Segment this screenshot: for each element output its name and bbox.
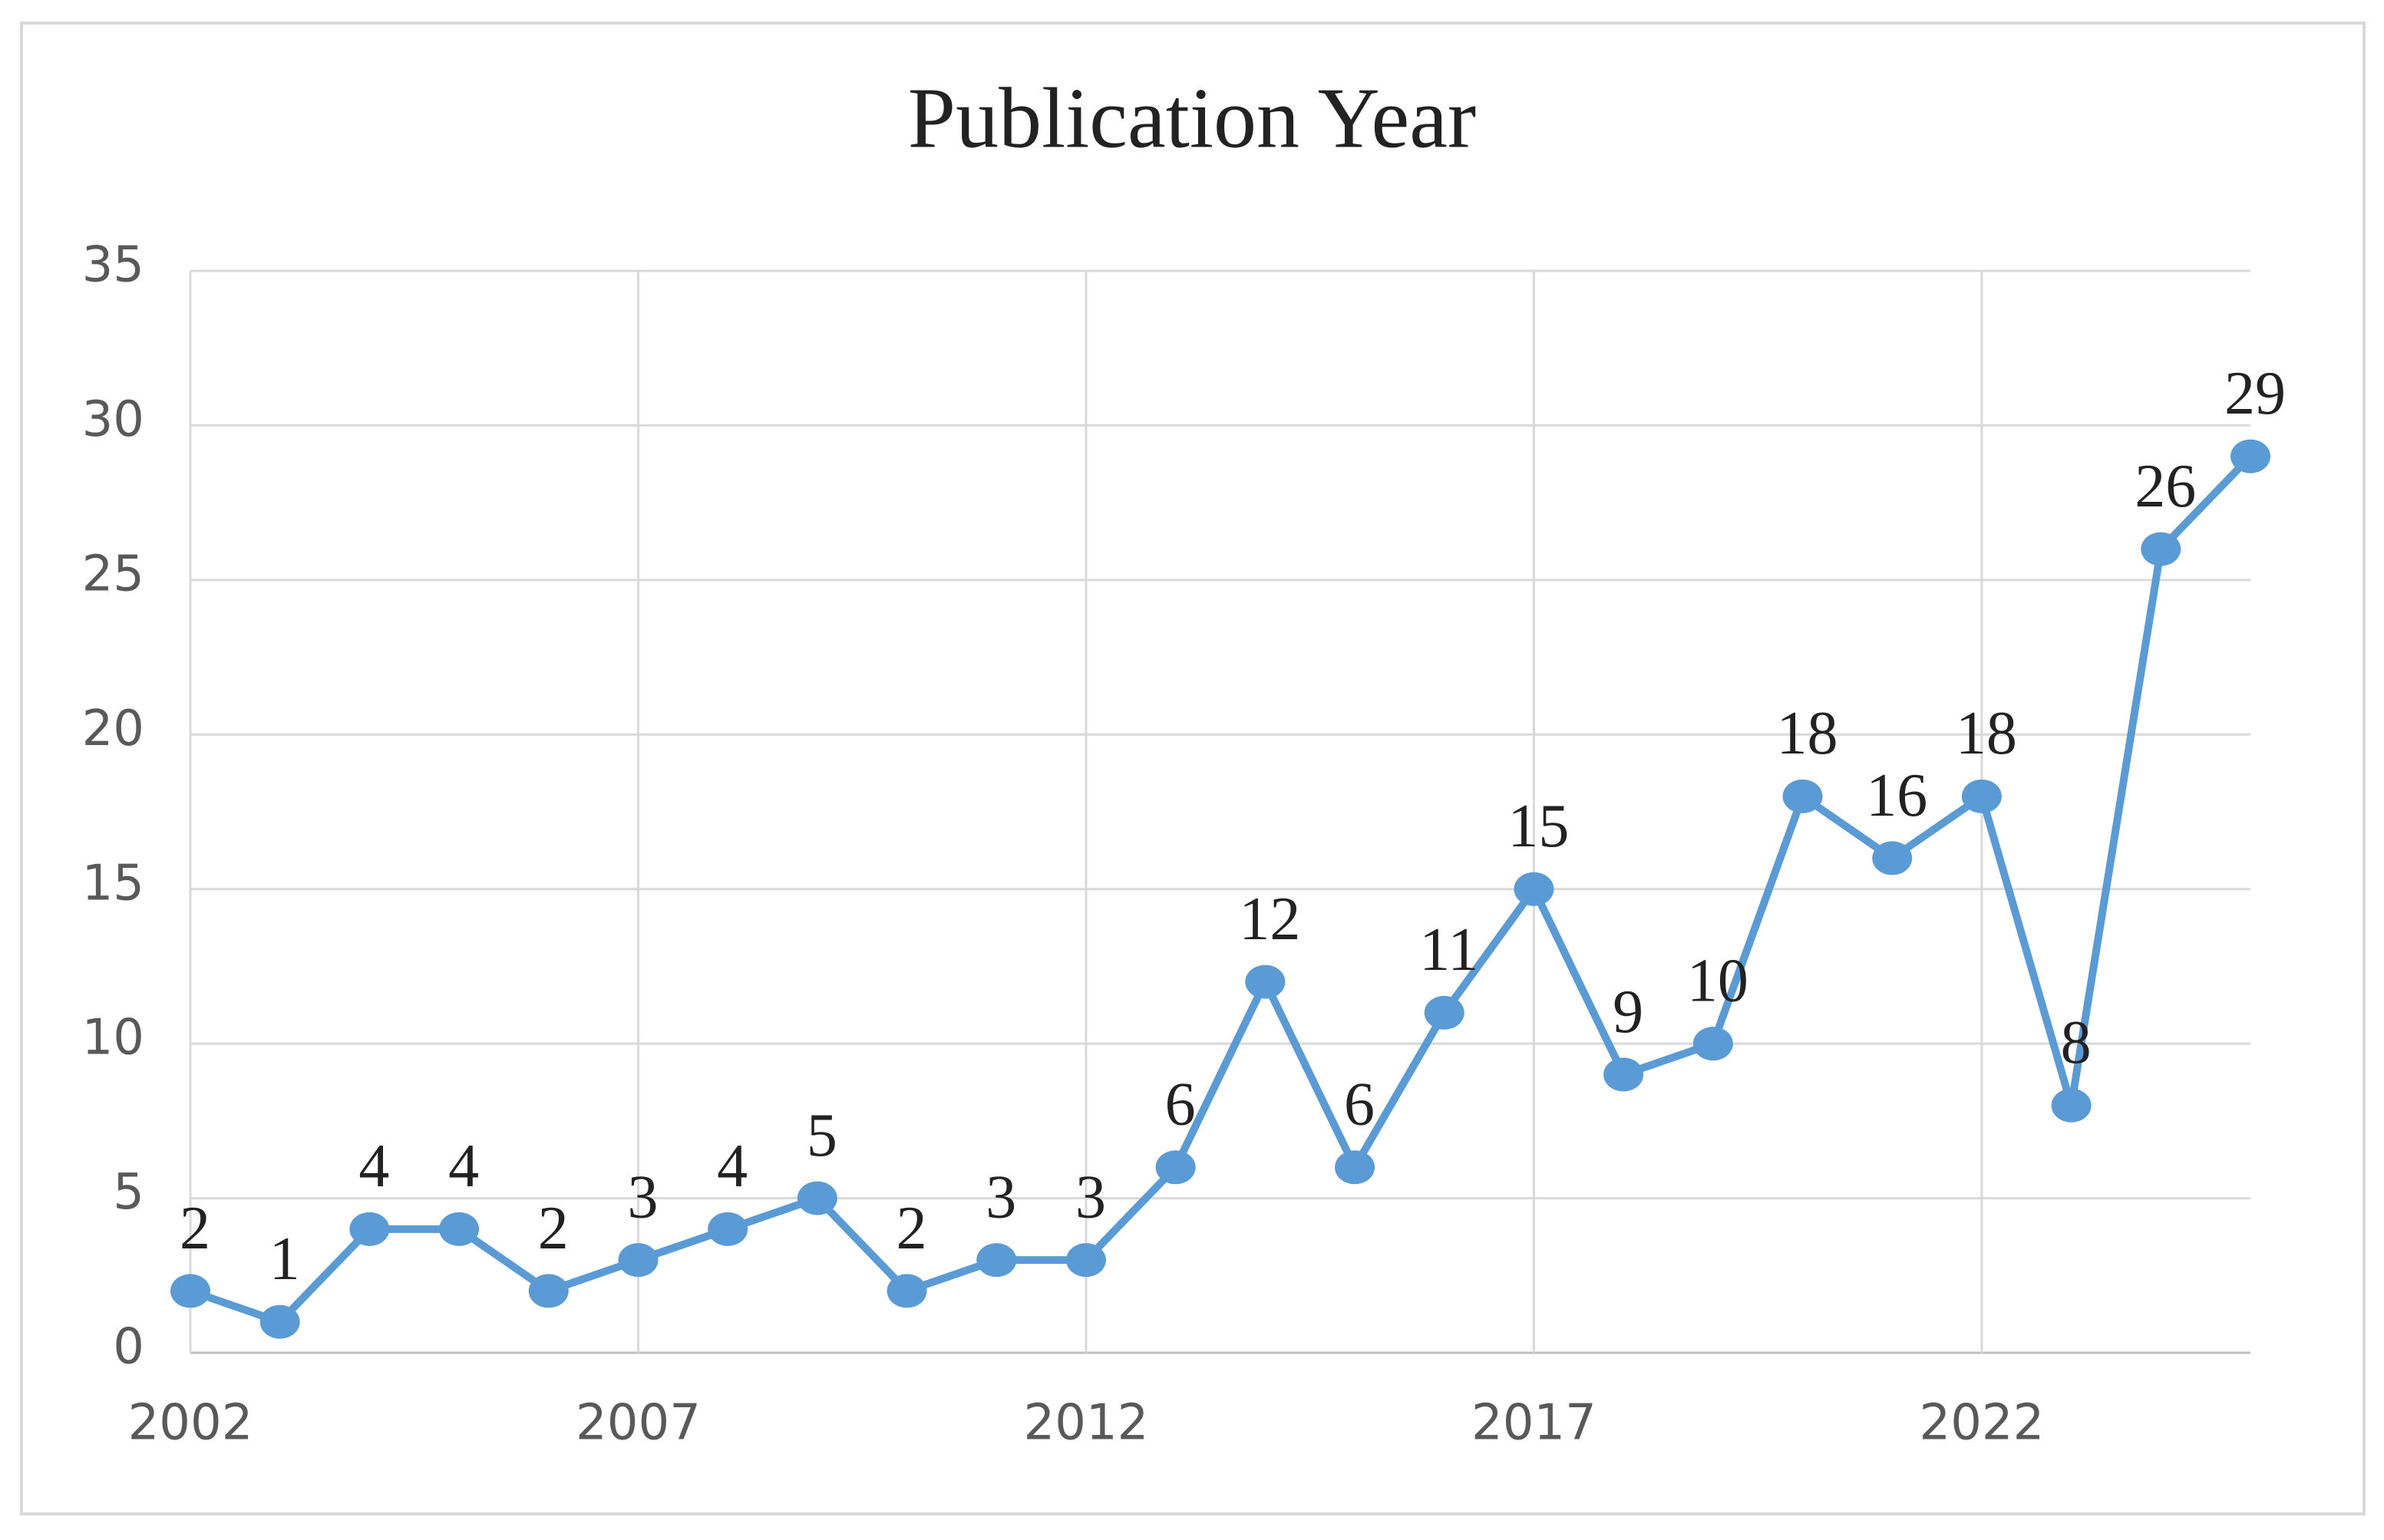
data-point xyxy=(1603,1057,1644,1092)
data-label: 11 xyxy=(1419,916,1478,984)
data-point xyxy=(1245,965,1286,999)
data-label: 4 xyxy=(358,1133,389,1200)
y-tick-label: 10 xyxy=(82,1010,144,1067)
data-label: 29 xyxy=(2224,360,2286,427)
data-label: 16 xyxy=(1866,762,1927,829)
data-label: 4 xyxy=(448,1133,479,1200)
data-label: 2 xyxy=(538,1195,569,1262)
data-point xyxy=(2230,439,2270,473)
data-point xyxy=(1424,995,1464,1030)
data-point xyxy=(2141,532,2181,566)
data-point xyxy=(618,1243,659,1278)
data-point xyxy=(1155,1150,1196,1185)
x-tick-label: 2007 xyxy=(576,1395,701,1452)
data-point xyxy=(439,1212,480,1246)
data-point xyxy=(259,1304,300,1339)
data-point xyxy=(1514,872,1554,906)
chart-border xyxy=(20,21,2366,1515)
data-point xyxy=(1335,1150,1375,1185)
data-label: 6 xyxy=(1344,1071,1375,1139)
y-tick-label: 35 xyxy=(82,237,144,294)
y-tick-label: 0 xyxy=(113,1319,144,1376)
data-label: 6 xyxy=(1165,1071,1196,1139)
data-label: 2 xyxy=(180,1195,210,1262)
data-point xyxy=(1692,1027,1733,1061)
data-label: 12 xyxy=(1239,885,1300,953)
data-point xyxy=(1065,1243,1106,1278)
data-label: 18 xyxy=(1956,700,2017,767)
x-tick-label: 2017 xyxy=(1471,1395,1596,1452)
data-label: 8 xyxy=(2061,1009,2092,1077)
data-point xyxy=(170,1274,210,1308)
data-label: 2 xyxy=(896,1195,927,1262)
x-tick-label: 2022 xyxy=(1919,1395,2044,1452)
data-label: 10 xyxy=(1687,948,1748,1015)
y-tick-label: 20 xyxy=(82,701,144,757)
x-tick-label: 2002 xyxy=(128,1395,253,1452)
data-point xyxy=(887,1274,927,1308)
data-point xyxy=(2051,1088,2092,1123)
data-point xyxy=(797,1181,837,1215)
data-label: 18 xyxy=(1777,700,1838,767)
data-label: 4 xyxy=(717,1133,748,1200)
data-point xyxy=(976,1243,1017,1278)
x-tick-label: 2012 xyxy=(1024,1395,1149,1452)
data-label: 3 xyxy=(986,1164,1016,1232)
data-label: 3 xyxy=(1075,1164,1106,1232)
data-point xyxy=(708,1212,748,1246)
y-tick-label: 30 xyxy=(82,391,144,448)
y-tick-label: 5 xyxy=(113,1164,144,1221)
data-label: 1 xyxy=(269,1225,300,1293)
data-label: 5 xyxy=(807,1102,837,1169)
data-point xyxy=(1782,779,1823,813)
data-point xyxy=(1961,779,2002,813)
chart-title: Publication Year xyxy=(908,71,1476,167)
y-tick-label: 15 xyxy=(82,855,144,912)
data-label: 3 xyxy=(627,1164,658,1232)
data-point xyxy=(349,1212,390,1246)
data-point xyxy=(528,1274,569,1308)
data-label: 26 xyxy=(2135,453,2196,520)
data-point xyxy=(1872,841,1913,876)
y-tick-label: 25 xyxy=(82,546,144,602)
data-label: 15 xyxy=(1507,793,1569,860)
data-label: 9 xyxy=(1613,978,1643,1046)
